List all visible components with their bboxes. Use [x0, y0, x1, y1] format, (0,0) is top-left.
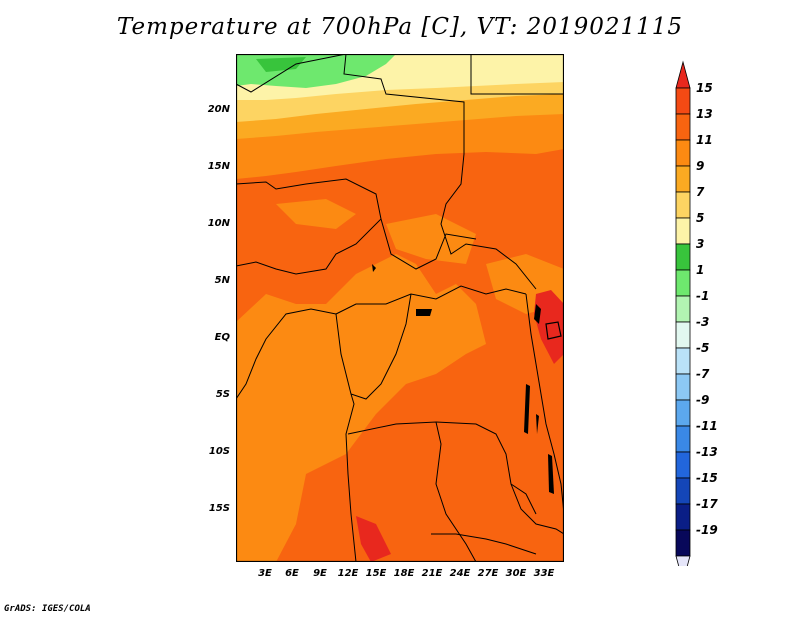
colorbar-label-m17: -17 [696, 497, 718, 511]
lake-mweru [416, 309, 432, 316]
colorbar-swatch [675, 165, 691, 193]
colorbar-swatch [675, 529, 691, 557]
colorbar-over-triangle [675, 60, 691, 89]
map-frame [236, 54, 564, 562]
colorbar-label-7: 7 [696, 185, 705, 199]
colorbar-swatch [675, 503, 691, 531]
grads-credit: GrADS: IGES/COLA [4, 604, 91, 614]
colorbar-swatch [675, 347, 691, 375]
lat-label-15s: 15S [208, 503, 230, 514]
colorbar-swatch [675, 139, 691, 167]
colorbar [675, 60, 691, 566]
border-central-north [380, 218, 477, 270]
lake-tanganyika [524, 384, 530, 434]
border-coast [236, 308, 337, 400]
border-bottom [431, 533, 537, 555]
field-mid-zone-south [236, 484, 296, 562]
lon-label-30e: 30E [505, 568, 527, 579]
colorbar-swatch [675, 269, 691, 297]
colorbar-swatch [675, 425, 691, 453]
field-band-1-core [256, 57, 306, 72]
lon-label-21e: 21E [421, 568, 443, 579]
colorbar-label-m19: -19 [696, 523, 718, 537]
lake-albert [534, 304, 541, 324]
colorbar-swatch [675, 477, 691, 505]
colorbar-swatch [675, 243, 691, 271]
lat-label-eq: EQ [214, 332, 230, 343]
lake-victoria [545, 321, 562, 340]
lake-small [372, 264, 376, 272]
colorbar-label-11: 11 [696, 133, 713, 147]
lat-label-10n: 10N [207, 218, 230, 229]
lat-label-5s: 5S [215, 389, 230, 400]
colorbar-under-triangle [675, 555, 691, 566]
colorbar-label-15: 15 [696, 81, 713, 95]
colorbar-swatch [675, 191, 691, 219]
border-northeast [343, 54, 537, 290]
colorbar-swatch [675, 373, 691, 401]
lat-label-15n: 15N [207, 161, 230, 172]
field-hot-east [534, 290, 564, 364]
colorbar-label-m11: -11 [696, 419, 718, 433]
border-west-africa [236, 178, 382, 275]
colorbar-swatch [675, 399, 691, 427]
lat-label-20n: 20N [207, 104, 230, 115]
lon-label-6e: 6E [285, 568, 299, 579]
chart-title: Temperature at 700hPa [C], VT: 201902111… [116, 14, 684, 40]
colorbar-swatch [675, 295, 691, 323]
colorbar-label-1: 1 [696, 263, 705, 277]
lon-label-9e: 9E [313, 568, 327, 579]
colorbar-label-13: 13 [696, 107, 713, 121]
border-angola-south [347, 421, 477, 562]
colorbar-label-m5: -5 [696, 341, 710, 355]
colorbar-label-3: 3 [696, 237, 705, 251]
colorbar-label-5: 5 [696, 211, 705, 225]
lat-label-5n: 5N [214, 275, 230, 286]
colorbar-swatch [675, 451, 691, 479]
colorbar-swatch [675, 87, 691, 115]
colorbar-swatch [675, 321, 691, 349]
country-borders [236, 54, 564, 562]
temperature-field [236, 54, 564, 562]
border-northwest [236, 54, 347, 93]
colorbar-swatch [675, 217, 691, 245]
border-north-east-box [470, 54, 564, 95]
colorbar-swatch [675, 113, 691, 141]
border-zambia [435, 421, 537, 515]
border-great-lakes [525, 293, 564, 515]
border-congo-west [335, 293, 412, 400]
colorbar-label-m15: -15 [696, 471, 718, 485]
colorbar-label-m3: -3 [696, 315, 710, 329]
lon-label-12e: 12E [337, 568, 359, 579]
colorbar-label-9: 9 [696, 159, 705, 173]
border-southeast [510, 483, 564, 535]
colorbar-label-m1: -1 [696, 289, 710, 303]
field-mid-zone-west [236, 254, 486, 562]
border-angola-west [345, 393, 357, 562]
lon-label-27e: 27E [477, 568, 499, 579]
field-mid-zone-north [276, 199, 356, 229]
field-hot-south [356, 516, 391, 562]
colorbar-label-m7: -7 [696, 367, 710, 381]
lake-kivu [536, 414, 539, 434]
lon-label-33e: 33E [533, 568, 555, 579]
lon-label-18e: 18E [393, 568, 415, 579]
field-mid-zone-center [386, 214, 476, 264]
lat-label-10s: 10S [208, 446, 230, 457]
border-equator-north [335, 285, 527, 315]
lakes [372, 264, 562, 494]
colorbar-label-m9: -9 [696, 393, 710, 407]
lon-label-3e: 3E [258, 568, 272, 579]
map-panel [236, 54, 564, 562]
lon-label-15e: 15E [365, 568, 387, 579]
lon-label-24e: 24E [449, 568, 471, 579]
colorbar-label-m13: -13 [696, 445, 718, 459]
lake-malawi [548, 454, 554, 494]
